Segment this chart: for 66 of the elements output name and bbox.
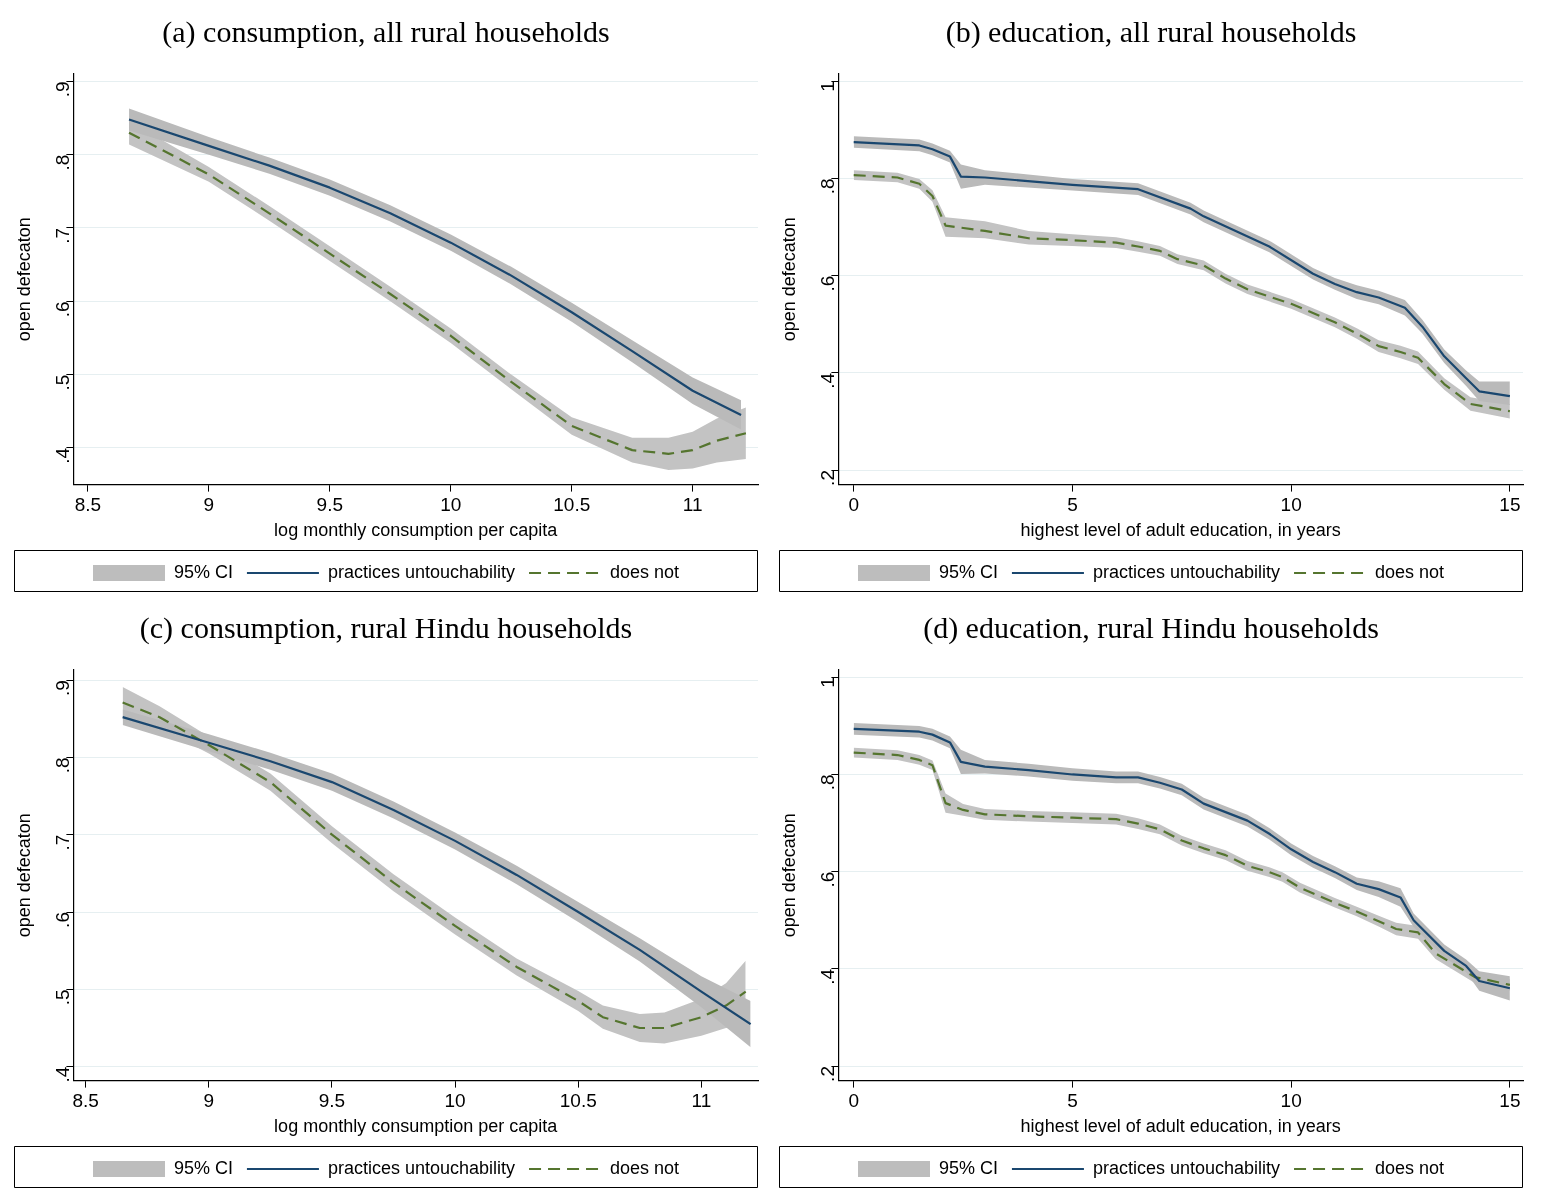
x-tick-label: 15: [1499, 1090, 1521, 1112]
x-tick-label: 10: [444, 1090, 466, 1112]
x-tick-label: 8.5: [74, 494, 102, 516]
y-tick-label: 1: [816, 81, 838, 92]
x-tick-label: 10.5: [553, 494, 591, 516]
y-tick-label: .5: [51, 989, 73, 1006]
x-tick-label: 10: [1280, 1090, 1302, 1112]
x-tick-label: 9: [203, 1090, 215, 1112]
y-tick-label: .4: [816, 372, 838, 389]
legend-label: does not: [610, 1157, 680, 1178]
x-tick-label: 8.5: [72, 1090, 99, 1112]
y-axis-title: open defecaton: [13, 813, 34, 938]
y-tick-label: .7: [51, 834, 73, 851]
chart-title: (c) consumption, rural Hindu households: [139, 610, 633, 645]
y-tick-label: .4: [816, 968, 838, 985]
y-tick-label: .8: [816, 178, 838, 195]
legend-title: 95% CI: [173, 561, 233, 582]
y-axis-title: open defecaton: [778, 217, 799, 342]
legend-title: 95% CI: [173, 1157, 233, 1178]
x-tick-label: 10: [1280, 494, 1302, 516]
x-tick-label: 15: [1499, 494, 1521, 516]
x-tick-label: 9: [203, 494, 215, 516]
legend-label: practices untouchability: [327, 1157, 516, 1178]
x-tick-label: 5: [1067, 494, 1078, 516]
x-tick-label: 10: [440, 494, 462, 516]
x-tick-label: 9.5: [318, 1090, 346, 1112]
x-tick-label: 11: [691, 1090, 712, 1112]
x-tick-label: 0: [848, 1090, 859, 1112]
x-tick-label: 0: [848, 494, 859, 516]
y-tick-label: .6: [816, 871, 838, 888]
y-tick-label: 1: [816, 677, 838, 688]
legend-title: 95% CI: [938, 561, 998, 582]
x-axis-title: highest level of adult education, in years: [1020, 1116, 1341, 1137]
x-tick-label: 9.5: [316, 494, 344, 516]
legend-label: does not: [1375, 1157, 1445, 1178]
y-tick-label: .8: [51, 757, 73, 774]
y-axis-title: open defecaton: [13, 217, 34, 342]
x-axis-title: log monthly consumption per capita: [274, 1116, 559, 1137]
y-axis-title: open defecaton: [778, 813, 799, 938]
y-tick-label: .6: [816, 275, 838, 292]
legend-label: practices untouchability: [1092, 1157, 1281, 1178]
x-axis-title: log monthly consumption per capita: [274, 520, 559, 541]
y-tick-label: .6: [51, 912, 73, 928]
legend-label: does not: [610, 561, 680, 582]
x-tick-label: 11: [682, 494, 703, 516]
legend-label: practices untouchability: [327, 561, 516, 582]
x-tick-label: 5: [1067, 1090, 1078, 1112]
x-axis-title: highest level of adult education, in years: [1020, 520, 1341, 541]
x-tick-label: 10.5: [559, 1090, 597, 1112]
legend-title: 95% CI: [938, 1157, 998, 1178]
y-tick-label: .9: [51, 81, 73, 98]
y-tick-label: .9: [51, 680, 73, 696]
y-tick-label: .8: [51, 154, 73, 171]
y-tick-label: .8: [816, 774, 838, 791]
chart-title: (a) consumption, all rural households: [162, 14, 610, 49]
legend-label: does not: [1375, 561, 1445, 582]
y-tick-label: .4: [51, 1066, 73, 1083]
y-tick-label: .5: [51, 374, 73, 391]
chart-title: (d) education, rural Hindu households: [923, 610, 1379, 645]
legend-label: practices untouchability: [1092, 561, 1281, 582]
y-tick-label: .6: [51, 301, 73, 318]
chart-title: (b) education, all rural households: [945, 14, 1357, 49]
y-tick-label: .7: [51, 227, 73, 244]
y-tick-label: .2: [816, 470, 838, 486]
y-tick-label: .4: [51, 447, 73, 464]
y-tick-label: .2: [816, 1066, 838, 1082]
